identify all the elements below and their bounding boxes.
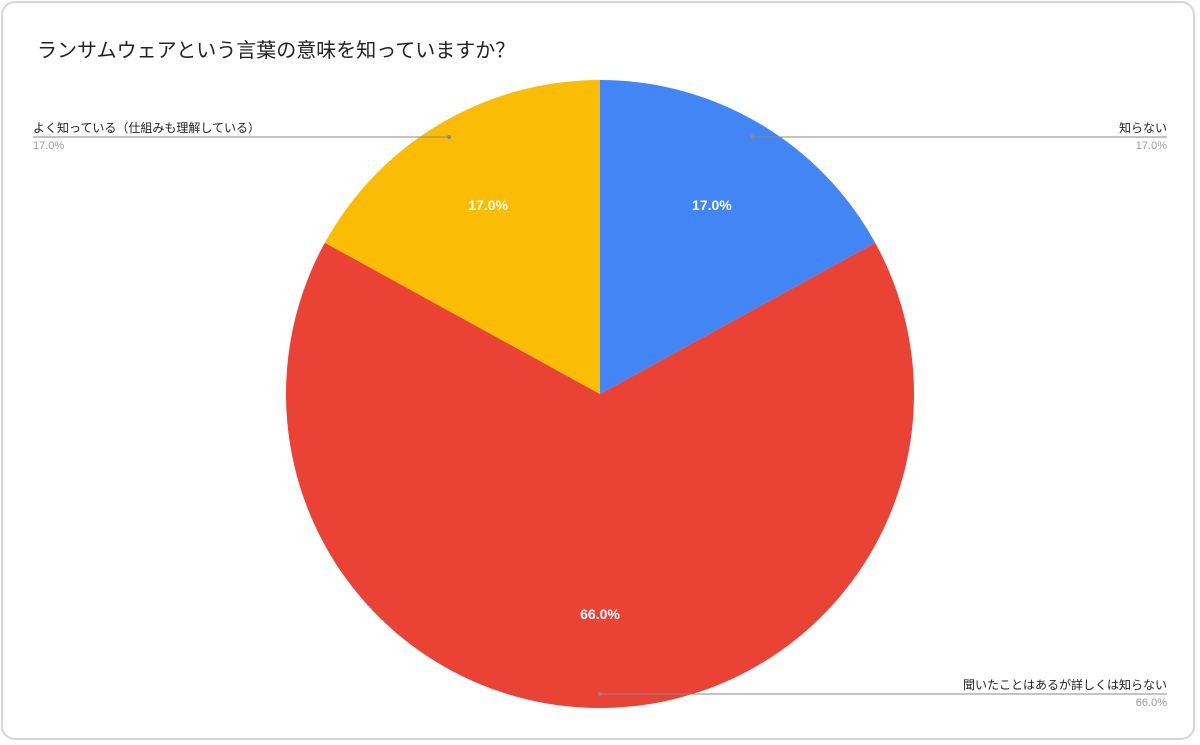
pie-slice-2[interactable] [324,80,600,394]
slice-label-1: 66.0% [580,606,620,622]
callout-dot-1 [598,692,602,696]
pie-slice-1[interactable] [286,242,915,709]
slice-label-2: 17.0% [468,197,508,213]
legend-name-0: 知らない [1119,121,1167,135]
legend-pct-0: 17.0% [1136,140,1167,152]
pie-slice-0[interactable] [600,80,876,394]
legend-pct-2: 17.0% [33,140,64,152]
legend-name-1: 聞いたことはあるが詳しくは知らない [963,677,1167,692]
slice-label-0: 17.0% [692,197,732,213]
callout-dot-2 [447,135,451,139]
legend-name-2: よく知っている（仕組みも理解している） [33,121,260,135]
callout-dot-0 [750,135,754,139]
legend-pct-1: 66.0% [1136,697,1167,709]
chart-title: ランサムウェアという言葉の意味を知っていますか？ [37,38,516,62]
